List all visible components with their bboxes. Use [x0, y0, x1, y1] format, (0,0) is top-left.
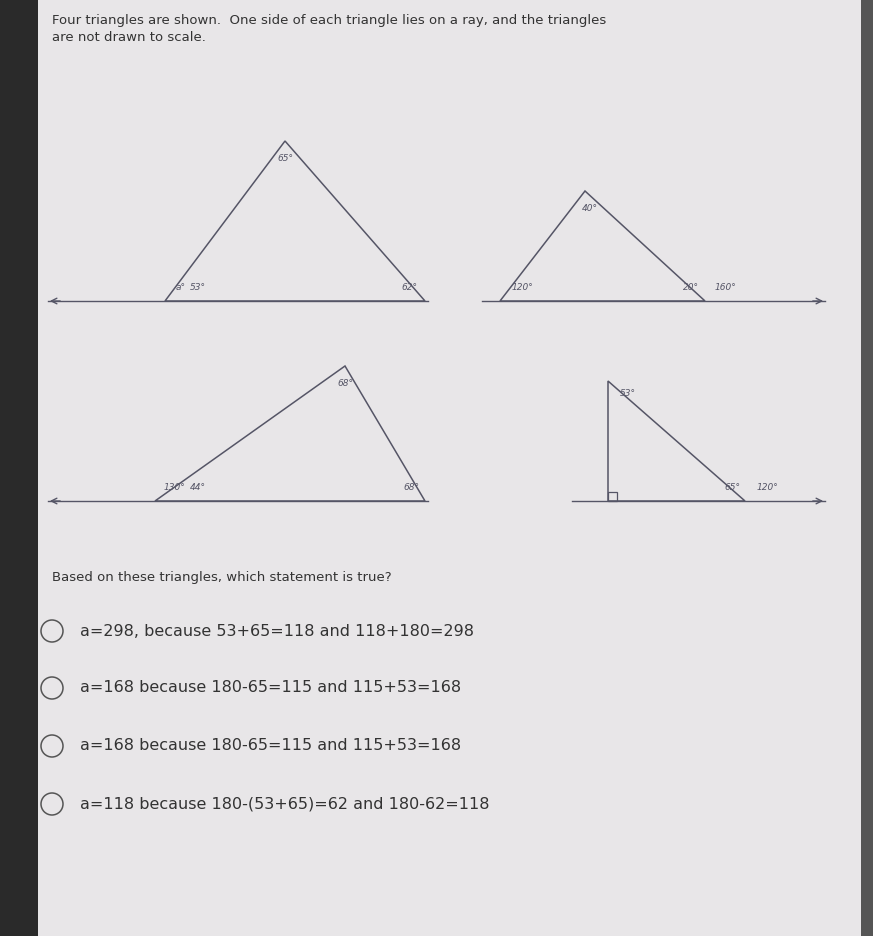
- Text: 65°: 65°: [724, 483, 740, 492]
- Text: a=168 because 180-65=115 and 115+53=168: a=168 because 180-65=115 and 115+53=168: [80, 739, 461, 753]
- Text: 40°: 40°: [582, 204, 598, 213]
- Text: 120°: 120°: [511, 283, 533, 292]
- Text: 20°: 20°: [683, 283, 699, 292]
- Text: a=118 because 180-(53+65)=62 and 180-62=118: a=118 because 180-(53+65)=62 and 180-62=…: [80, 797, 490, 812]
- Text: Based on these triangles, which statement is true?: Based on these triangles, which statemen…: [52, 571, 392, 584]
- Text: 68°: 68°: [403, 483, 419, 492]
- Bar: [861, 0, 873, 936]
- Text: 62°: 62°: [401, 283, 417, 292]
- Text: 68°: 68°: [337, 379, 353, 388]
- Text: 130°: 130°: [163, 483, 185, 492]
- Text: Four triangles are shown.  One side of each triangle lies on a ray, and the tria: Four triangles are shown. One side of ea…: [52, 14, 606, 44]
- Text: 160°: 160°: [714, 283, 736, 292]
- Text: 120°: 120°: [756, 483, 778, 492]
- Text: a°: a°: [176, 283, 186, 292]
- Text: a=168 because 180-65=115 and 115+53=168: a=168 because 180-65=115 and 115+53=168: [80, 680, 461, 695]
- Bar: [0, 0, 38, 936]
- Text: 53°: 53°: [190, 283, 206, 292]
- Text: 65°: 65°: [277, 154, 293, 163]
- Text: a=298, because 53+65=118 and 118+180=298: a=298, because 53+65=118 and 118+180=298: [80, 623, 474, 638]
- Text: 44°: 44°: [190, 483, 206, 492]
- Text: 53°: 53°: [620, 389, 636, 398]
